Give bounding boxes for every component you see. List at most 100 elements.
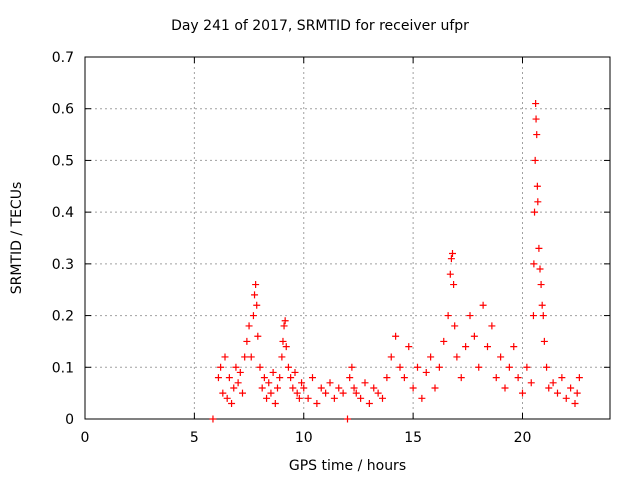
data-point	[530, 260, 538, 268]
x-tick-label: 15	[404, 430, 422, 446]
data-point	[418, 394, 426, 402]
data-point	[537, 281, 545, 289]
data-point	[392, 332, 400, 340]
data-point	[254, 332, 262, 340]
data-point	[370, 384, 378, 392]
data-point	[523, 363, 531, 371]
data-point	[567, 384, 575, 392]
data-point	[519, 389, 526, 397]
data-point	[309, 374, 316, 382]
y-tick-label: 0.4	[52, 205, 74, 221]
data-point	[269, 368, 277, 376]
data-point	[479, 301, 487, 309]
data-point	[350, 384, 358, 392]
data-point	[346, 374, 354, 382]
data-point	[281, 317, 289, 325]
data-point	[239, 389, 246, 397]
data-point	[289, 384, 297, 392]
x-axis-label: GPS time / hours	[288, 458, 407, 474]
data-point	[223, 394, 231, 402]
data-point	[447, 255, 455, 263]
data-point	[278, 353, 286, 361]
data-point	[531, 208, 539, 216]
x-tick-label: 10	[295, 430, 313, 446]
data-point	[440, 337, 448, 345]
grid-lines	[85, 57, 610, 419]
data-points	[209, 100, 583, 423]
data-point	[330, 394, 338, 402]
data-point	[409, 384, 417, 392]
data-point	[571, 399, 579, 407]
data-point	[245, 322, 253, 330]
plot-border	[84, 56, 611, 420]
data-point	[400, 374, 408, 382]
data-point	[414, 363, 421, 371]
data-point	[435, 363, 443, 371]
data-point	[444, 312, 452, 320]
x-tick-label: 5	[190, 430, 199, 446]
data-point	[431, 384, 439, 392]
y-tick-label: 0.7	[52, 50, 74, 66]
data-point	[539, 312, 547, 320]
data-point	[326, 379, 334, 387]
x-tick-label: 0	[81, 430, 90, 446]
data-point	[514, 374, 522, 382]
data-point	[221, 353, 229, 361]
data-point	[348, 363, 356, 371]
data-point	[449, 250, 456, 258]
data-point	[280, 322, 288, 330]
data-point	[466, 312, 474, 320]
data-point	[339, 389, 347, 397]
data-point	[256, 363, 264, 371]
data-point	[451, 322, 459, 330]
data-point	[317, 384, 325, 392]
data-point	[536, 265, 544, 273]
data-point	[293, 389, 301, 397]
data-point	[232, 363, 240, 371]
data-point	[271, 399, 279, 407]
data-point	[405, 343, 413, 351]
data-point	[236, 368, 244, 376]
y-tick-label: 0.1	[52, 360, 74, 376]
data-point	[374, 389, 382, 397]
data-point	[265, 379, 273, 387]
data-point	[531, 156, 539, 164]
y-tick-label: 0.5	[52, 153, 74, 169]
data-point	[282, 343, 290, 351]
data-point	[457, 374, 465, 382]
y-tick-label: 0.2	[52, 309, 74, 325]
data-point	[427, 353, 435, 361]
x-tick-label: 20	[514, 430, 532, 446]
data-point	[533, 182, 541, 190]
data-point	[251, 291, 259, 299]
data-point	[263, 394, 271, 402]
data-point	[243, 337, 251, 345]
data-point	[219, 389, 227, 397]
data-point	[298, 379, 306, 387]
data-point	[492, 374, 500, 382]
data-point	[209, 415, 217, 423]
data-point	[497, 353, 505, 361]
data-point	[214, 374, 222, 382]
data-point	[276, 374, 284, 382]
axis-ticks: 0 5 10 15 20 0 0.1 0.2 0.3 0.4 0.5 0.6 0.7	[52, 50, 610, 446]
data-point	[357, 394, 365, 402]
data-point	[335, 384, 343, 392]
data-point	[446, 270, 454, 278]
data-point	[383, 374, 391, 382]
data-point	[322, 389, 330, 397]
data-point	[217, 363, 225, 371]
y-tick-label: 0.6	[52, 102, 74, 118]
data-point	[396, 363, 404, 371]
data-point	[538, 301, 546, 309]
data-point	[304, 394, 312, 402]
data-point	[549, 379, 557, 387]
data-point	[484, 343, 491, 351]
data-point	[532, 100, 540, 108]
y-tick-label: 0	[65, 412, 74, 428]
data-point	[279, 337, 287, 345]
data-point	[543, 363, 551, 371]
data-point	[287, 374, 295, 382]
data-point	[529, 312, 537, 320]
